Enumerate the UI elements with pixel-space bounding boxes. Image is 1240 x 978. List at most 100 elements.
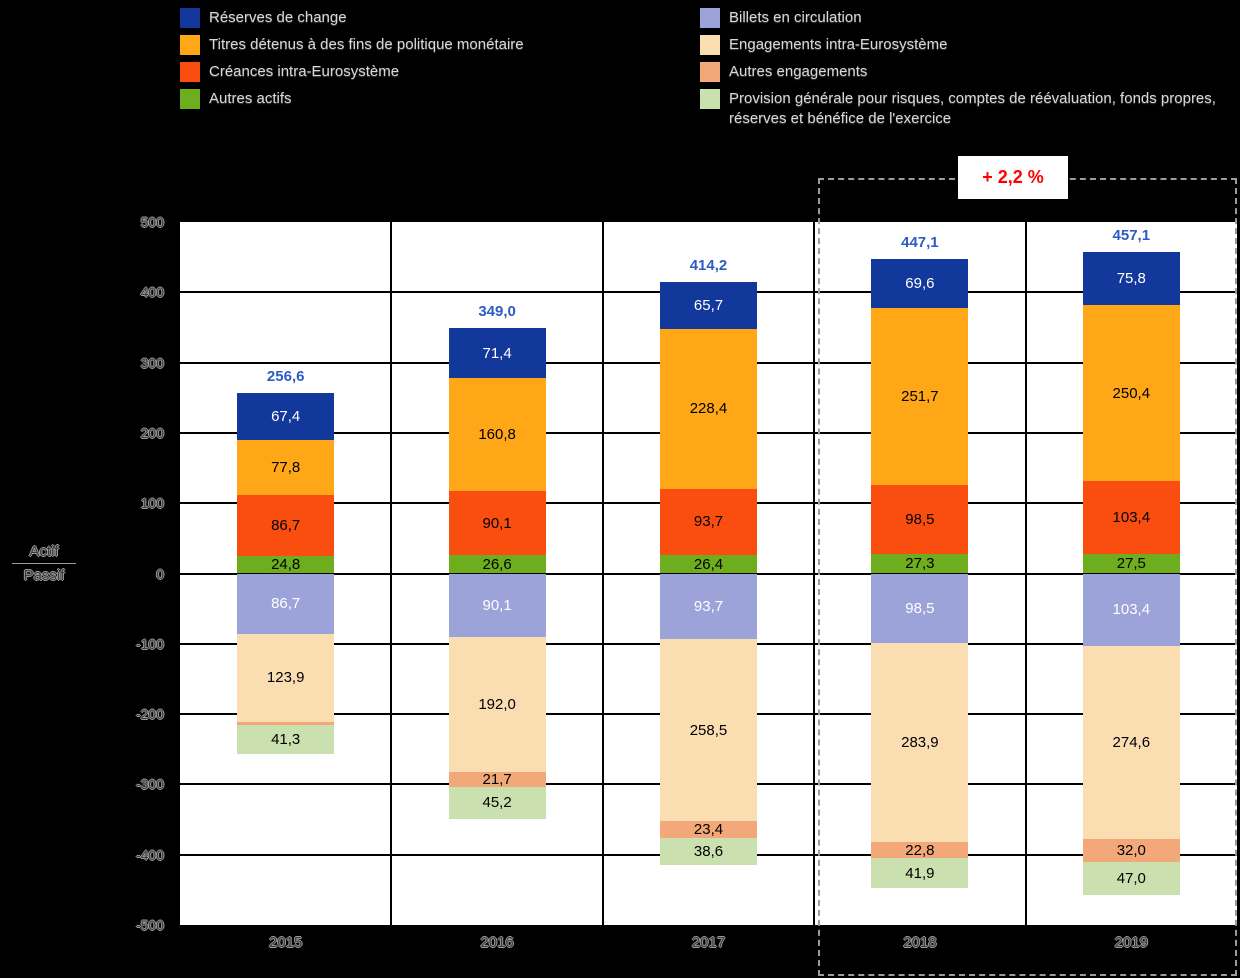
segment-value: 67,4 xyxy=(271,408,301,426)
segment-value: 274,6 xyxy=(1112,734,1151,752)
legend-item-autres-actifs: Autres actifs xyxy=(180,89,660,109)
segment-value: 38,6 xyxy=(693,842,724,860)
total-label-2017: 414,2 xyxy=(689,257,728,275)
bar-segment: 251,7 xyxy=(871,308,969,486)
legend-swatch-creances xyxy=(180,62,200,82)
y-tick-label: -500 xyxy=(135,917,164,933)
segment-value: 93,7 xyxy=(693,597,724,615)
total-label-2018: 447,1 xyxy=(901,234,939,252)
total-label-2015: 256,6 xyxy=(266,368,305,386)
bar-segment: 98,5 xyxy=(871,485,969,555)
legend-label: Billets en circulation xyxy=(729,9,862,26)
x-tick-label-2017: 2017 xyxy=(691,934,726,951)
bar-segment: 283,9 xyxy=(871,642,969,843)
column-separator xyxy=(601,222,604,925)
legend-swatch-reserves xyxy=(180,8,200,28)
bar-passif-2015: 86,7 123,9 41,3 xyxy=(237,573,335,754)
segment-value: 90,1 xyxy=(482,514,512,532)
bar-segment: 86,7 xyxy=(237,573,335,635)
total-label-2019: 457,1 xyxy=(1112,227,1151,245)
bar-segment: 103,4 xyxy=(1082,481,1180,555)
legend-label: Autres actifs xyxy=(209,90,292,107)
bar-actif-2019: 75,8 250,4 103,4 27,5 xyxy=(1082,252,1180,574)
x-tick-label-2015: 2015 xyxy=(269,934,303,951)
bar-segment: 47,0 xyxy=(1082,861,1180,895)
segment-value: 47,0 xyxy=(1116,869,1146,887)
segment-value: 75,8 xyxy=(1116,270,1146,288)
bar-segment: 41,9 xyxy=(871,858,969,888)
bar-segment: 27,3 xyxy=(871,554,969,574)
x-axis: 2015 2016 2017 2018 2019 xyxy=(180,934,1237,956)
bar-segment: 86,7 xyxy=(237,495,335,557)
bar-segment: 258,5 xyxy=(660,639,757,822)
y-tick-label: 200 xyxy=(140,424,164,441)
segment-value: 26,4 xyxy=(693,555,724,573)
legend-item-reserves-de-change: Réserves de change xyxy=(180,8,660,28)
legend-swatch-provision xyxy=(700,89,720,109)
legend-label: Provision générale pour risques, comptes… xyxy=(729,90,1216,127)
y-tick-label: 400 xyxy=(140,284,164,301)
bar-segment: 21,7 xyxy=(448,771,546,788)
segment-value: 27,3 xyxy=(905,555,935,573)
bar-passif-2019: 103,4 274,6 32,0 47,0 xyxy=(1082,573,1180,895)
bar-segment: 38,6 xyxy=(660,837,757,865)
segment-value: 90,1 xyxy=(482,596,512,614)
y-tick-label: -200 xyxy=(135,706,164,723)
bar-segment: 160,8 xyxy=(448,378,546,492)
segment-value: 98,5 xyxy=(905,599,935,617)
segment-value: 86,7 xyxy=(271,517,301,535)
legend-label: Créances intra-Eurosystème xyxy=(209,63,400,80)
bar-segment: 45,2 xyxy=(448,787,546,819)
segment-value: 103,4 xyxy=(1112,509,1151,527)
segment-value: 228,4 xyxy=(689,400,728,418)
legend-item-creances-intra-eurosysteme: Créances intra-Eurosystème xyxy=(180,62,660,82)
segment-value: 258,5 xyxy=(689,721,728,739)
legend-swatch-engagements xyxy=(700,35,720,55)
legend-label: Réserves de change xyxy=(209,9,347,26)
bar-passif-2016: 90,1 192,0 21,7 45,2 xyxy=(448,573,546,819)
y-tick-label: 100 xyxy=(140,495,164,512)
fraction-divider xyxy=(12,563,76,564)
segment-value: 160,8 xyxy=(478,426,516,444)
y-tick-label: -400 xyxy=(135,846,164,863)
legend-label: Autres engagements xyxy=(729,63,868,80)
bar-segment: 22,8 xyxy=(871,842,969,859)
segment-value: 251,7 xyxy=(901,388,939,406)
segment-value: 23,4 xyxy=(693,820,724,838)
column-separator xyxy=(813,222,816,925)
bar-passif-2017: 93,7 258,5 23,4 38,6 xyxy=(660,573,757,865)
segment-value: 77,8 xyxy=(271,459,301,477)
bar-segment: 75,8 xyxy=(1082,252,1180,306)
segment-value: 71,4 xyxy=(482,344,512,362)
y-tick-label: 300 xyxy=(140,354,164,371)
segment-value: 41,9 xyxy=(905,864,935,882)
bar-segment: 23,4 xyxy=(660,820,757,838)
y-tick-label: -300 xyxy=(135,776,164,793)
y-tick-label: 500 xyxy=(140,214,164,230)
bar-segment: 90,1 xyxy=(448,491,546,555)
segment-value: 93,7 xyxy=(693,513,724,531)
bar-segment: 103,4 xyxy=(1082,573,1180,647)
y-tick-label: 0 xyxy=(156,565,164,582)
legend-swatch-autres-actifs xyxy=(180,89,200,109)
legend-swatch-titres xyxy=(180,35,200,55)
segment-value: 27,5 xyxy=(1116,555,1146,573)
column-separator xyxy=(390,222,393,925)
legend-item-provision-generale: Provision générale pour risques, comptes… xyxy=(700,89,1220,129)
bar-segment: 65,7 xyxy=(660,282,757,329)
bar-actif-2017: 65,7 228,4 93,7 26,4 xyxy=(660,282,757,574)
bar-segment: 93,7 xyxy=(660,489,757,555)
bar-segment: 67,4 xyxy=(237,393,335,441)
plot-area: 67,4 77,8 86,7 24,8 86,7 123,9 41,3 256,6 71,4 16… xyxy=(178,220,1239,927)
legend-swatch-billets xyxy=(700,8,720,28)
bar-segment: 123,9 xyxy=(237,634,335,722)
bar-segment: 24,8 xyxy=(237,556,335,574)
segment-value: 65,7 xyxy=(693,296,724,314)
bar-actif-2015: 67,4 77,8 86,7 24,8 xyxy=(237,393,335,574)
y-tick-label: -100 xyxy=(135,635,164,652)
segment-value: 123,9 xyxy=(266,669,305,687)
segment-value: 32,0 xyxy=(1116,841,1146,859)
bar-segment: 250,4 xyxy=(1082,305,1180,482)
segment-value: 103,4 xyxy=(1112,601,1151,619)
bar-segment: 27,5 xyxy=(1082,554,1180,574)
